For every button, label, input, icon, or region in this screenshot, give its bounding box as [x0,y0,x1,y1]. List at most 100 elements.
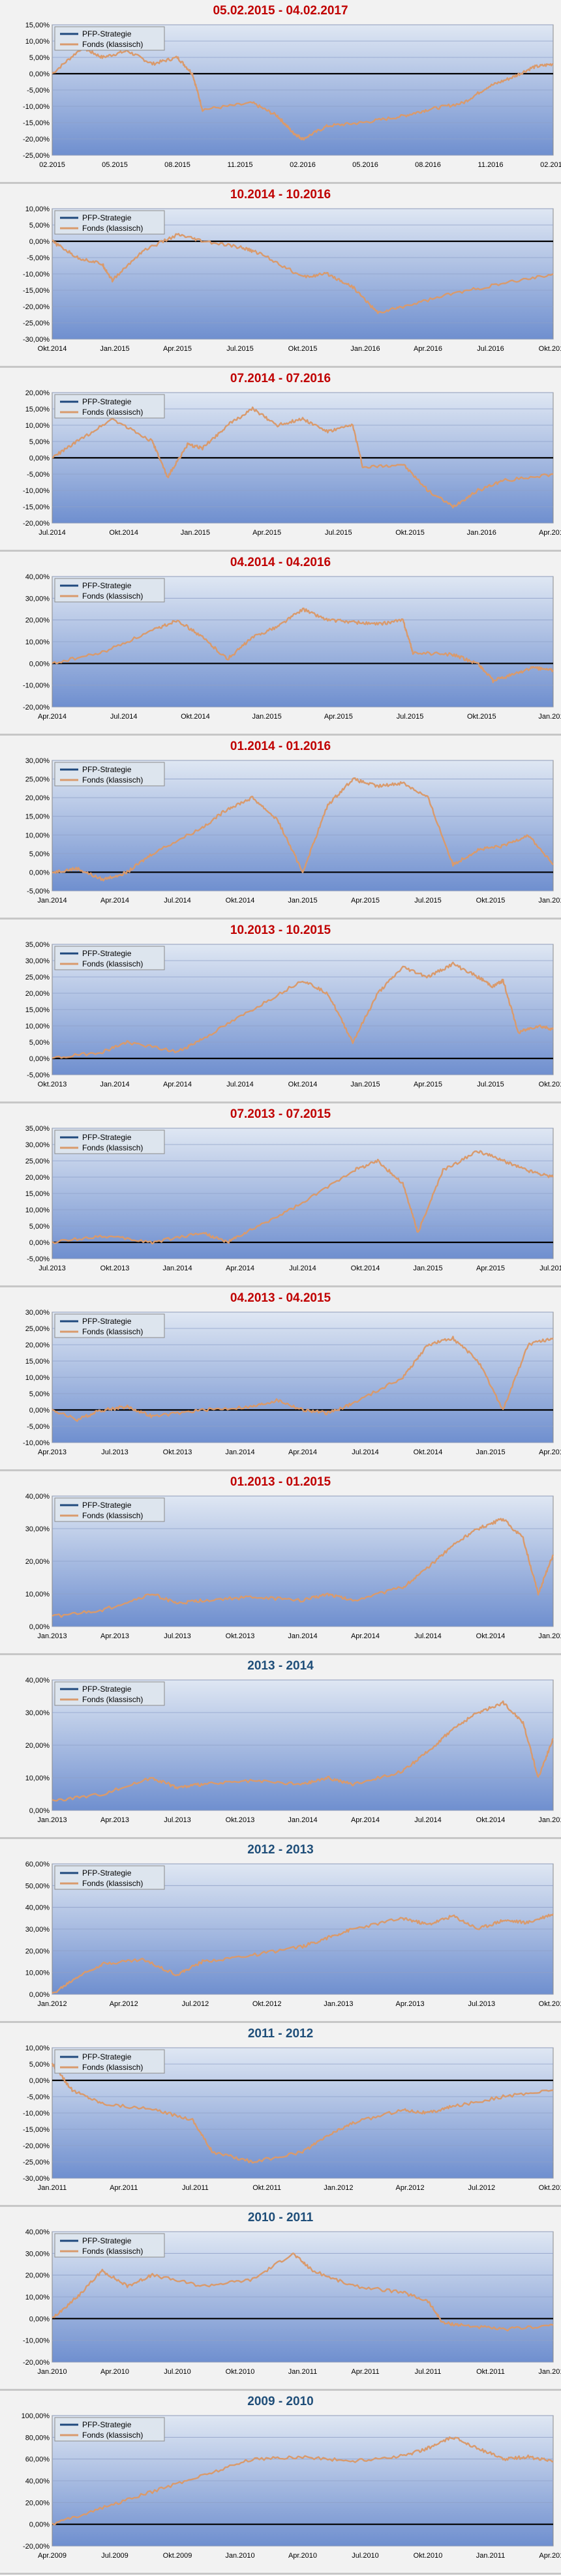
y-tick-label: 20,00% [25,1947,50,1955]
x-tick-label: Jul.2014 [352,1448,379,1456]
y-tick-label: -10,00% [23,1439,50,1447]
y-tick-label: 30,00% [25,2250,50,2258]
y-tick-label: 20,00% [25,990,50,998]
x-tick-label: Okt.2015 [395,529,425,537]
chart-title: 04.2014 - 04.2016 [230,556,331,569]
chart-svg: 20,00% 15,00% 10,00% 5,00% 0,00% -5,00% -10,00… [23,389,561,537]
y-tick-label: 10,00% [25,1775,50,1782]
x-tick-label: Apr.2014 [38,713,67,721]
x-tick-label: Jan.2014 [37,897,67,905]
x-tick-label: Jul.2014 [38,529,66,537]
y-tick-label: 25,00% [25,1325,50,1333]
y-tick-label: 15,00% [25,813,50,821]
x-tick-label: Okt.2011 [252,2184,281,2192]
y-tick-label: -5,00% [27,2093,50,2101]
x-tick-label: Jan.2014 [288,1632,317,1640]
y-tick-label: -20,00% [23,2142,50,2150]
x-tick-label: Jul.2009 [101,2552,129,2560]
x-tick-label: Jan.2011 [288,2368,317,2376]
y-tick-label: 10,00% [25,38,50,46]
legend-box [54,1313,165,1338]
chart-panel: 04.2014 - 04.2016 40,00% 30,00% 20,00% 10,00… [0,552,561,736]
x-tick-label: Apr.2014 [351,1816,380,1824]
chart-title: 2009 - 2010 [247,2395,314,2408]
y-tick-label: 15,00% [25,1358,50,1366]
y-tick-label: 30,00% [25,595,50,603]
x-tick-label: Jul.2016 [477,345,504,353]
y-tick-label: 10,00% [25,1591,50,1598]
y-tick-label: 10,00% [25,205,50,213]
x-tick-label: Jul.2010 [352,2552,379,2560]
x-tick-label: Okt.2015 [539,1081,561,1088]
x-tick-label: Jul.2014 [110,713,138,721]
x-tick-label: Jan.2013 [37,1816,67,1824]
x-tick-label: 05.2016 [352,161,378,169]
y-tick-label: 20,00% [25,389,50,397]
series-line-fonds [52,406,554,509]
chart-svg: 40,00% 30,00% 20,00% 10,00% 0,00% -10,00% -20,… [23,573,561,721]
y-tick-label: -20,00% [23,2543,50,2551]
y-tick-label: 0,00% [29,2315,50,2323]
y-tick-label: 10,00% [25,1374,50,1382]
x-tick-label: Okt.2014 [414,1448,443,1456]
x-tick-label: Jan.2012 [324,2184,353,2192]
chart-svg: 40,00% 30,00% 20,00% 10,00% 0,00% -10,00% -20,… [23,2228,561,2376]
legend-label: PFP-Strategie [82,1868,132,1878]
y-tick-label: 0,00% [29,1807,50,1815]
x-tick-label: Jan.2015 [350,1081,380,1088]
chart-panel: 2011 - 2012 10,00% 5,00% 0,00% -5,00% -10,00%… [0,2023,561,2207]
x-tick-label: Apr.2014 [288,1448,317,1456]
legend-label: Fonds (klassisch) [82,1695,143,1704]
y-tick-label: -20,00% [23,520,50,528]
legend-label: PFP-Strategie [82,1501,132,1510]
x-tick-label: Okt.2013 [38,1081,67,1088]
legend-label: PFP-Strategie [82,1133,132,1142]
x-tick-label: Jan.2014 [100,1081,129,1088]
chart-panel: 04.2013 - 04.2015 30,00% 25,00% 20,00% 15,00… [0,1287,561,1471]
series-line-fonds [52,45,554,141]
y-tick-label: 20,00% [25,1174,50,1182]
x-tick-label: Apr.2010 [100,2368,129,2376]
legend-label: PFP-Strategie [82,29,132,38]
x-tick-label: Jan.2012 [37,2000,67,2008]
y-tick-label: 40,00% [25,2478,50,2485]
y-tick-label: 10,00% [25,1023,50,1030]
chart-title: 2011 - 2012 [247,2027,314,2041]
chart-panel: 07.2014 - 07.2016 20,00% 15,00% 10,00% 5,00%… [0,368,561,552]
y-tick-label: 40,00% [25,1493,50,1501]
y-tick-label: -25,00% [23,2159,50,2166]
legend-box [54,1681,165,1706]
legend-label: Fonds (klassisch) [82,40,143,49]
chart-svg: 35,00% 30,00% 25,00% 20,00% 15,00% 10,00% 5,00… [25,941,561,1088]
x-tick-label: Apr.2013 [38,1448,67,1456]
x-tick-label: Okt.2013 [226,1816,255,1824]
y-tick-label: -25,00% [23,320,50,327]
x-tick-label: Okt.2013 [539,2000,561,2008]
x-tick-label: Apr.2015 [539,1448,561,1456]
x-tick-label: Jan.2012 [538,2368,561,2376]
chart-panel: 2009 - 2010 100,00% 80,00% 60,00% 40,00% 20,0… [0,2391,561,2575]
y-tick-label: 0,00% [29,455,50,462]
y-tick-label: 10,00% [25,2294,50,2301]
y-tick-label: 80,00% [25,2434,50,2442]
x-tick-label: Apr.2015 [324,713,353,721]
chart-svg: 60,00% 50,00% 40,00% 30,00% 20,00% 10,00% 0,00… [25,1861,561,2008]
y-tick-label: 10,00% [25,1969,50,1977]
legend-label: Fonds (klassisch) [82,959,143,968]
legend-box [54,2417,165,2442]
y-tick-label: 0,00% [29,70,50,78]
series-line-fonds [52,1913,554,1994]
y-tick-label: 20,00% [25,1742,50,1750]
y-tick-label: 20,00% [25,617,50,625]
x-tick-label: Apr.2011 [351,2368,379,2376]
x-tick-label: Apr.2013 [100,1632,129,1640]
series-line-fonds [52,1336,554,1422]
x-tick-label: Jan.2015 [181,529,210,537]
y-tick-label: -5,00% [27,1071,50,1079]
legend-label: PFP-Strategie [82,2236,132,2245]
chart-svg: 40,00% 30,00% 20,00% 10,00% 0,00%Jan.2013 Apr… [25,1677,561,1824]
x-tick-label: Okt.2012 [252,2000,282,2008]
